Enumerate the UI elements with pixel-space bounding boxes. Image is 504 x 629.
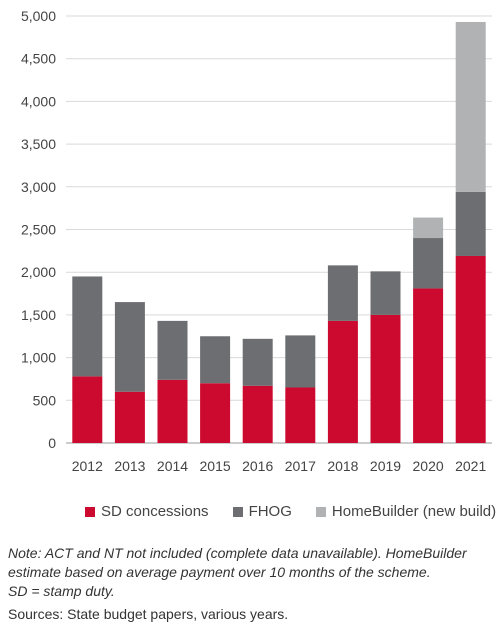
- x-tick-label: 2019: [370, 458, 401, 474]
- y-tick-label: 0: [48, 435, 56, 451]
- x-tick-label: 2015: [200, 458, 231, 474]
- note-line-2: estimate based on average payment over 1…: [8, 564, 431, 580]
- bar-segment-fhog-2019: [370, 271, 401, 315]
- legend-swatch-sd-concessions: [85, 506, 95, 517]
- legend-swatch-fhog: [232, 506, 243, 517]
- y-tick-label: 2,500: [21, 222, 56, 238]
- bar-segment-sd-concessions-2021: [455, 255, 486, 443]
- chart-note: Note: ACT and NT not included (complete …: [8, 544, 498, 601]
- legend-item-sd-concessions: SD concessions: [85, 503, 209, 520]
- x-tick-label: 2013: [114, 458, 145, 474]
- bar-segment-fhog-2016: [242, 338, 273, 386]
- legend-label-fhog: FHOG: [248, 503, 292, 520]
- bar-segment-sd-concessions-2014: [157, 379, 188, 443]
- legend-label-sd-concessions: SD concessions: [101, 503, 209, 520]
- legend-item-homebuilder: HomeBuilder (new build): [315, 503, 497, 520]
- y-tick-label: 1,500: [21, 307, 56, 323]
- bar-segment-fhog-2015: [200, 336, 231, 384]
- x-tick-label: 2016: [242, 458, 273, 474]
- y-tick-label: 3,000: [21, 179, 56, 195]
- note-line-3: SD = stamp duty.: [8, 583, 115, 599]
- bar-segment-homebuilder-2020: [413, 217, 444, 239]
- bar-segment-homebuilder-2021: [455, 21, 486, 192]
- y-tick-label: 500: [33, 392, 57, 408]
- stacked-bar-chart: 0 500 1,000 1,500 2,000 2,500 3,000 3,500 4,000 4…: [21, 8, 492, 474]
- y-tick-label: 2,000: [21, 264, 56, 280]
- y-tick-label: 1,000: [21, 350, 56, 366]
- sources-text: Sources: State budget papers, various ye…: [8, 606, 289, 622]
- bar-segment-fhog-2018: [327, 265, 358, 321]
- bar-segment-sd-concessions-2015: [200, 383, 231, 443]
- bar-segment-sd-concessions-2018: [327, 320, 358, 443]
- bar-segment-sd-concessions-2016: [242, 385, 273, 443]
- x-tick-label: 2021: [455, 458, 486, 474]
- bar-segment-sd-concessions-2019: [370, 314, 401, 443]
- legend: SD concessions FHOG HomeBuilder (new bui…: [85, 503, 496, 520]
- x-tick-label: 2020: [413, 458, 444, 474]
- bar-segment-fhog-2012: [72, 276, 103, 377]
- bar-segment-fhog-2020: [413, 238, 444, 289]
- bar-segment-fhog-2017: [285, 335, 316, 388]
- bar-segment-fhog-2021: [455, 191, 486, 256]
- y-axis-tick-labels: 0 500 1,000 1,500 2,000 2,500 3,000 3,500 4,000 4…: [21, 8, 56, 451]
- bar-segment-sd-concessions-2020: [413, 288, 444, 443]
- x-axis-tick-labels: 2012 2013 2014 2015 2016 2017 2018 2019 2020 2021: [72, 458, 487, 474]
- bars: [72, 21, 486, 443]
- bar-segment-sd-concessions-2017: [285, 387, 316, 443]
- y-tick-label: 4,500: [21, 51, 56, 67]
- note-line-1: Note: ACT and NT not included (complete …: [8, 545, 467, 561]
- x-tick-label: 2014: [157, 458, 188, 474]
- bar-segment-fhog-2013: [114, 302, 145, 392]
- bar-segment-sd-concessions-2013: [114, 391, 145, 443]
- legend-swatch-homebuilder: [315, 506, 326, 517]
- y-tick-label: 3,500: [21, 136, 56, 152]
- bar-segment-fhog-2014: [157, 320, 188, 380]
- legend-item-fhog: FHOG: [232, 503, 292, 520]
- x-tick-label: 2018: [327, 458, 358, 474]
- bar-segment-sd-concessions-2012: [72, 376, 103, 443]
- y-tick-label: 5,000: [21, 8, 56, 24]
- legend-label-homebuilder: HomeBuilder (new build): [331, 503, 497, 520]
- x-tick-label: 2017: [285, 458, 316, 474]
- y-tick-label: 4,000: [21, 93, 56, 109]
- x-tick-label: 2012: [72, 458, 103, 474]
